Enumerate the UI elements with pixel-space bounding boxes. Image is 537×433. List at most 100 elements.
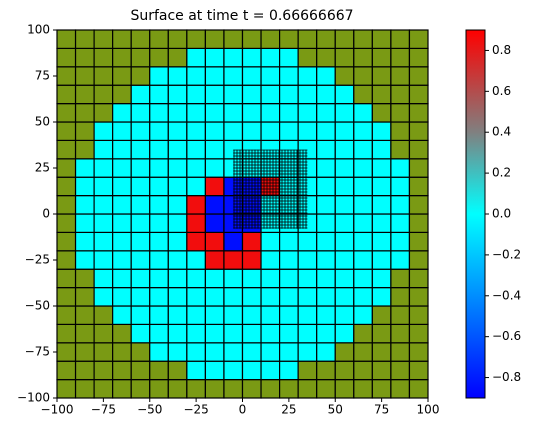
cell — [149, 195, 169, 215]
masked-cell — [316, 379, 336, 399]
cell — [186, 158, 207, 178]
masked-cell — [74, 121, 95, 141]
cell — [130, 287, 151, 307]
cell — [316, 213, 336, 233]
cell — [186, 84, 207, 105]
cell — [223, 323, 244, 344]
masked-cell — [223, 379, 244, 399]
cell — [241, 231, 262, 252]
masked-cell — [56, 268, 77, 289]
cell — [297, 231, 318, 252]
cell — [149, 84, 169, 105]
cell — [260, 250, 281, 270]
masked-cell — [353, 29, 373, 49]
masked-cell — [297, 360, 318, 381]
masked-cell — [74, 66, 95, 86]
cell — [241, 342, 262, 362]
cell — [371, 231, 392, 252]
cell — [279, 66, 299, 86]
cell — [390, 213, 411, 233]
cell — [334, 305, 355, 325]
masked-cell — [408, 305, 429, 325]
cell — [371, 158, 392, 178]
cell — [334, 158, 355, 178]
cell — [149, 231, 169, 252]
cell — [297, 287, 318, 307]
cell — [353, 213, 373, 233]
cell — [297, 121, 318, 141]
cell — [353, 268, 373, 289]
masked-cell — [353, 47, 373, 68]
cell — [371, 121, 392, 141]
masked-cell — [408, 268, 429, 289]
masked-cell — [167, 360, 188, 381]
cell — [74, 195, 95, 215]
cell — [167, 176, 188, 197]
cell — [186, 139, 207, 160]
masked-cell — [93, 360, 114, 381]
masked-cell — [112, 360, 132, 381]
masked-cell — [56, 29, 77, 49]
cell — [167, 287, 188, 307]
masked-cell — [130, 342, 151, 362]
cell — [186, 195, 207, 215]
cell — [167, 231, 188, 252]
masked-cell — [408, 360, 429, 381]
masked-cell — [56, 47, 77, 68]
cell — [167, 121, 188, 141]
masked-cell — [112, 342, 132, 362]
cell — [223, 66, 244, 86]
masked-cell — [130, 66, 151, 86]
cell — [353, 102, 373, 123]
masked-cell — [353, 360, 373, 381]
cell — [223, 342, 244, 362]
cell — [390, 250, 411, 270]
cell — [149, 176, 169, 197]
cell — [223, 360, 244, 381]
masked-cell — [390, 379, 411, 399]
cell — [260, 323, 281, 344]
cell — [130, 323, 151, 344]
masked-cell — [56, 102, 77, 123]
masked-cell — [408, 342, 429, 362]
cell — [316, 84, 336, 105]
cell — [167, 268, 188, 289]
masked-cell — [371, 66, 392, 86]
colorbar-tick-label: −0.8 — [492, 370, 521, 384]
masked-cell — [390, 121, 411, 141]
cell — [186, 47, 207, 68]
masked-cell — [390, 29, 411, 49]
x-tick-label: 50 — [328, 403, 343, 417]
masked-cell — [93, 102, 114, 123]
cell — [93, 176, 114, 197]
cell — [149, 102, 169, 123]
cell — [93, 250, 114, 270]
cell — [167, 84, 188, 105]
cell — [334, 213, 355, 233]
cell — [167, 195, 188, 215]
cell — [149, 66, 169, 86]
masked-cell — [390, 102, 411, 123]
masked-cell — [408, 379, 429, 399]
cell — [130, 213, 151, 233]
y-tick-label: −100 — [17, 391, 50, 405]
masked-cell — [390, 139, 411, 160]
cell — [223, 287, 244, 307]
masked-cell — [93, 84, 114, 105]
cell — [279, 102, 299, 123]
cell — [167, 66, 188, 86]
masked-cell — [408, 66, 429, 86]
cell — [130, 195, 151, 215]
cell — [167, 158, 188, 178]
masked-cell — [56, 379, 77, 399]
cell — [112, 139, 132, 160]
cell — [297, 250, 318, 270]
cell — [93, 195, 114, 215]
cell — [149, 250, 169, 270]
cell — [93, 268, 114, 289]
masked-cell — [390, 268, 411, 289]
masked-cell — [241, 379, 262, 399]
cell — [149, 305, 169, 325]
cell — [279, 47, 299, 68]
cell — [74, 231, 95, 252]
